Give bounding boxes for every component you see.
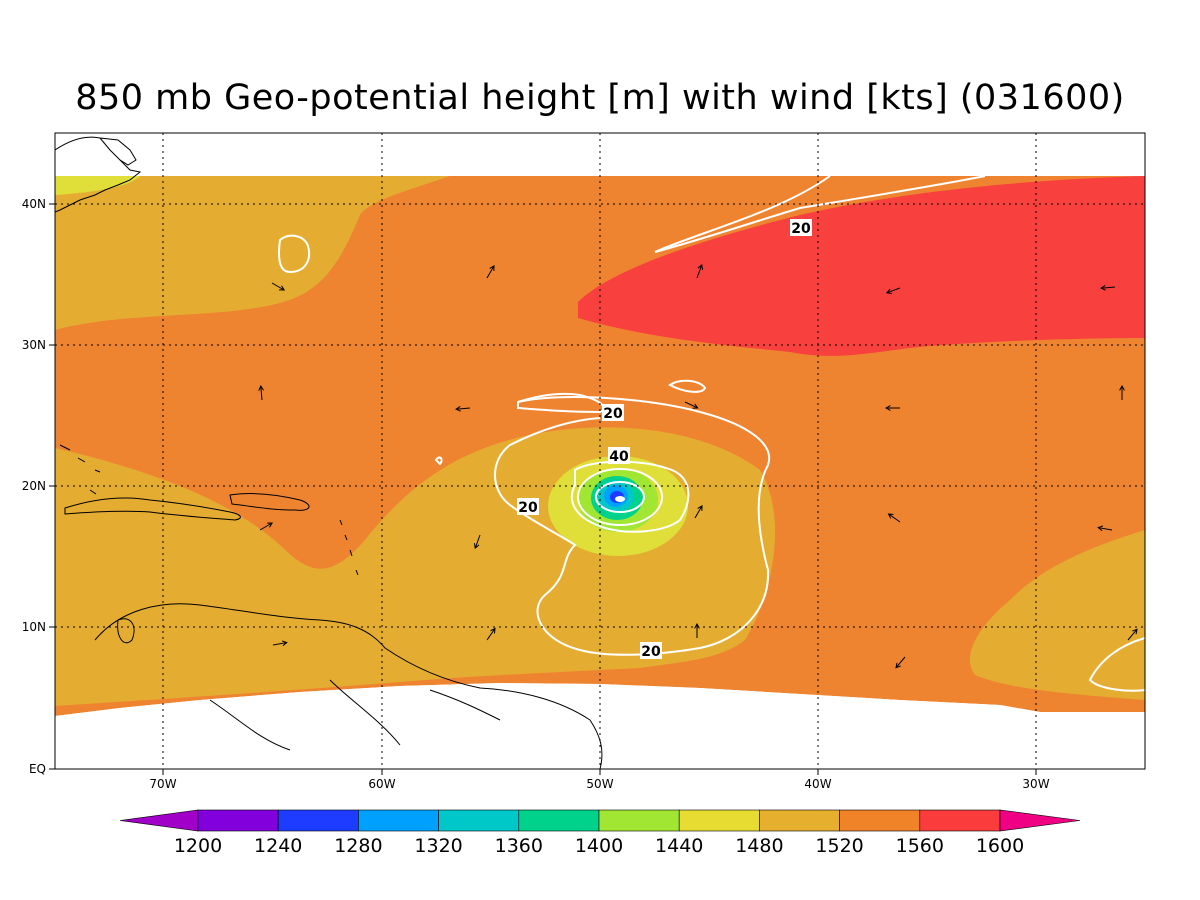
color-legend: 1200 1240 1280 1320 1360 1400 1440 1480 1520 1560…	[119, 809, 1081, 857]
legend-swatch	[919, 809, 1001, 832]
wind-arrow	[884, 405, 900, 411]
legend-swatch	[759, 809, 840, 832]
graticule	[55, 133, 1145, 769]
contour-label-40: 40	[609, 449, 629, 465]
lat-label-20n: 20N	[22, 479, 46, 493]
wind-arrow	[486, 627, 496, 641]
legend-swatch	[839, 809, 921, 832]
lat-labels: 40N 30N 20N 10N EQ	[22, 197, 46, 776]
contour-40	[570, 460, 690, 533]
contour-label-north: 20	[603, 406, 623, 422]
wind-arrow	[1100, 285, 1116, 291]
wind-arrow	[1097, 525, 1113, 532]
lon-label-30w: 30W	[1022, 777, 1049, 791]
legend-label: 1360	[495, 835, 543, 857]
lon-label-40w: 40W	[804, 777, 831, 791]
coast-venezuela-interior	[209, 679, 501, 751]
lon-label-60w: 60W	[368, 777, 395, 791]
no-data-south	[55, 683, 1145, 769]
wind-contours	[278, 175, 1145, 692]
legend-label: 1400	[575, 835, 623, 857]
wind-arrows	[258, 263, 1138, 669]
coast-lake-maracaibo	[117, 618, 135, 644]
wind-arrow	[696, 263, 704, 279]
wind-arrow	[259, 522, 274, 531]
tick-marks	[49, 203, 1037, 775]
wind-arrow	[1119, 384, 1125, 400]
wind-arrow	[272, 640, 288, 647]
legend-swatch	[277, 809, 359, 832]
coast-hispaniola	[229, 493, 310, 511]
wind-arrow	[684, 401, 699, 409]
core-eye	[615, 496, 625, 502]
coast-north-america	[55, 136, 142, 213]
legend-swatch	[358, 809, 439, 832]
contour-20-blip	[434, 456, 443, 466]
wind-arrow	[271, 282, 286, 291]
legend-swatch	[518, 809, 600, 832]
legend-label: 1520	[815, 835, 863, 857]
wind-arrow	[455, 406, 471, 412]
contour-20-main	[494, 396, 771, 656]
legend-arrow-low	[119, 809, 199, 832]
field-1600	[578, 176, 1145, 356]
wind-arrow	[887, 513, 901, 523]
wind-arrow	[885, 287, 901, 295]
lat-label-40n: 40N	[22, 197, 46, 211]
legend-arrow-high	[999, 809, 1081, 832]
legend-label: 1480	[735, 835, 783, 857]
contour-20-se	[1088, 637, 1145, 692]
lon-label-70w: 70W	[149, 777, 176, 791]
contour-20-ne	[654, 175, 986, 253]
contour-label-south: 20	[641, 644, 661, 660]
wind-arrow	[486, 264, 495, 279]
legend-swatch	[678, 809, 760, 832]
coastlines	[55, 136, 603, 769]
field-1520-east	[969, 530, 1145, 700]
coast-lesser-antilles	[339, 519, 359, 576]
legend-swatch	[598, 809, 680, 832]
wind-arrow	[694, 504, 703, 519]
legend-label: 1240	[254, 835, 302, 857]
wind-arrow	[895, 656, 906, 669]
field-1520-west	[55, 176, 450, 330]
contour-label-ne: 20	[791, 221, 811, 237]
lat-label-10n: 10N	[22, 620, 46, 634]
map-title: 850 mb Geo-potential height [m] with win…	[75, 78, 1125, 118]
contour-label-west: 20	[518, 500, 538, 516]
lon-label-50w: 50W	[586, 777, 613, 791]
contour-20-ne-upper	[654, 175, 831, 253]
lat-label-eq: EQ	[29, 762, 46, 776]
legend-label: 1560	[896, 835, 944, 857]
legend-label: 1440	[655, 835, 703, 857]
wind-arrow	[258, 385, 264, 401]
contour-20-small-loop	[668, 379, 707, 393]
field-1480-nw	[55, 176, 140, 195]
legend-label: 1320	[414, 835, 462, 857]
legend-swatch	[438, 809, 520, 832]
legend-swatch	[197, 809, 279, 832]
contour-inner-2	[595, 481, 645, 513]
contour-20-nw-loop	[278, 234, 310, 274]
contour-inner-1	[577, 468, 663, 526]
legend-label: 1280	[334, 835, 382, 857]
lat-label-30n: 30N	[22, 338, 46, 352]
coast-cuba	[64, 497, 241, 521]
coast-nova-scotia	[99, 137, 137, 166]
lon-labels: 70W 60W 50W 40W 30W	[149, 777, 1049, 791]
legend-label: 1600	[976, 835, 1024, 857]
coast-south-america	[94, 603, 603, 769]
coast-bahamas	[59, 444, 101, 495]
wind-arrow	[473, 534, 481, 550]
wind-arrow	[1127, 628, 1138, 641]
contour-labels: 20 20 40 20 20	[517, 219, 812, 660]
legend-label: 1200	[174, 835, 222, 857]
